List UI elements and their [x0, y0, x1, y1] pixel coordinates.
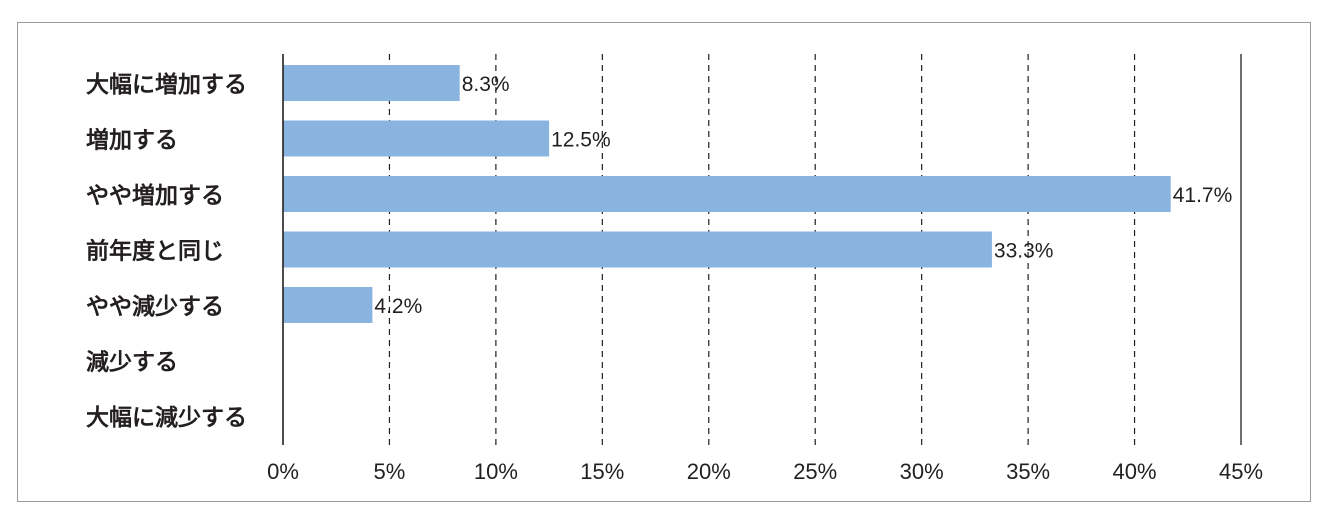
- data-label: 8.3%: [462, 73, 510, 96]
- x-tick-label: 45%: [1219, 459, 1263, 484]
- data-label: 41.7%: [1173, 184, 1233, 207]
- data-label: 33.3%: [994, 240, 1054, 263]
- category-label: 前年度と同じ: [86, 238, 224, 265]
- category-label: 減少する: [86, 350, 178, 376]
- data-label: 4.2%: [374, 295, 422, 318]
- x-tick-label: 20%: [687, 459, 731, 484]
- bar: [283, 287, 373, 323]
- x-tick-label: 5%: [374, 459, 406, 484]
- x-tick-label: 40%: [1113, 459, 1157, 484]
- category-label: 大幅に増加する: [86, 71, 247, 98]
- bar: [283, 65, 460, 101]
- bar: [283, 176, 1171, 212]
- data-label: 12.5%: [551, 129, 611, 152]
- bar: [283, 120, 550, 157]
- x-tick-label: 10%: [474, 459, 518, 484]
- category-label: やや増加する: [86, 182, 224, 209]
- category-label: 大幅に減少する: [86, 405, 247, 431]
- x-tick-label: 25%: [793, 459, 837, 484]
- category-label: 増加する: [86, 127, 178, 154]
- x-tick-label: 15%: [580, 459, 624, 484]
- x-tick-label: 35%: [1006, 459, 1050, 484]
- category-label: やや減少する: [86, 294, 224, 320]
- x-tick-label: 30%: [900, 459, 944, 484]
- bar: [283, 231, 992, 268]
- x-tick-label: 0%: [267, 459, 299, 484]
